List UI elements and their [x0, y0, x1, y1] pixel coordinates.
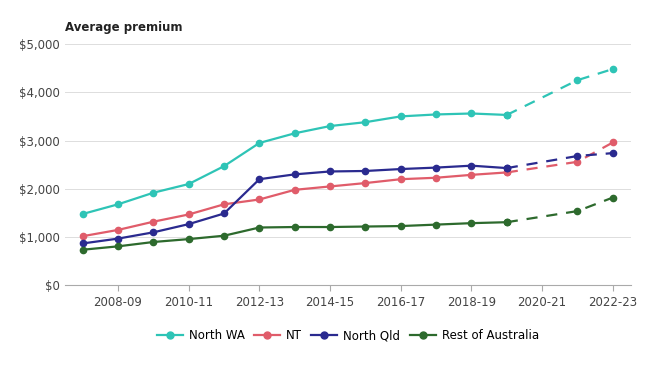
Text: Average premium: Average premium — [65, 21, 183, 34]
Legend: North WA, NT, North Qld, Rest of Australia: North WA, NT, North Qld, Rest of Austral… — [152, 325, 543, 347]
